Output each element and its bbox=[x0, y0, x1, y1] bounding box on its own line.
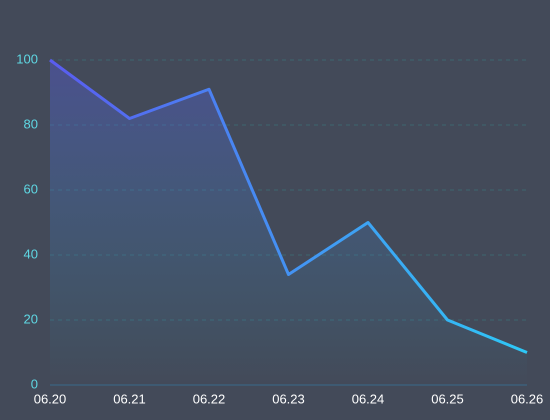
line bbox=[49, 58, 528, 354]
x-tick-label: 06.26 bbox=[511, 391, 544, 406]
x-tick-label: 06.23 bbox=[272, 391, 305, 406]
area bbox=[50, 60, 527, 385]
y-tick-label: 80 bbox=[24, 116, 38, 131]
x-tick-label: 06.20 bbox=[34, 391, 67, 406]
x-tick-label: 06.21 bbox=[113, 391, 146, 406]
y-tick-label: 100 bbox=[16, 51, 38, 66]
x-tick-label: 06.24 bbox=[352, 391, 385, 406]
y-tick-label: 20 bbox=[24, 311, 38, 326]
y-tick-label: 60 bbox=[24, 181, 38, 196]
x-tick-label: 06.22 bbox=[193, 391, 226, 406]
x-tick-label: 06.25 bbox=[431, 391, 464, 406]
y-tick-label: 0 bbox=[31, 376, 38, 391]
y-tick-label: 40 bbox=[24, 246, 38, 261]
